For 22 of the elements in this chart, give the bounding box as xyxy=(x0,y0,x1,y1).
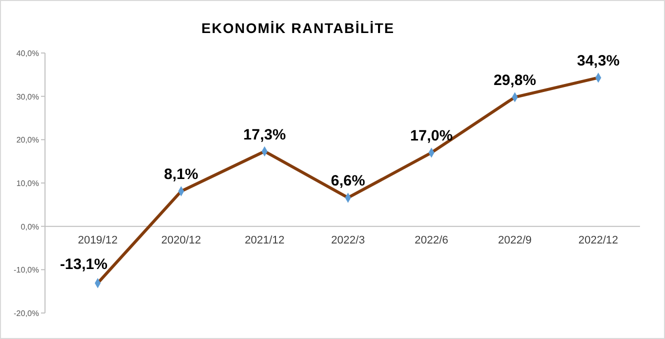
data-label: 34,3% xyxy=(577,52,620,70)
x-tick-label: 2019/12 xyxy=(78,234,118,246)
x-tick-label: 2022/9 xyxy=(498,234,532,246)
x-tick-label: 2022/3 xyxy=(331,234,365,246)
y-tick-label: -10,0% xyxy=(14,266,39,275)
y-tick-label: 10,0% xyxy=(16,179,39,188)
data-label: 17,0% xyxy=(410,128,453,145)
y-tick-label: 20,0% xyxy=(16,136,39,145)
data-label: 6,6% xyxy=(330,172,366,190)
y-tick-label: 40,0% xyxy=(16,49,39,58)
y-tick-label: -20,0% xyxy=(14,309,39,318)
data-label: 8,1% xyxy=(164,166,198,184)
chart-title: EKONOMİK RANTABİLİTE xyxy=(201,20,395,36)
x-tick-label: 2020/12 xyxy=(161,234,202,246)
x-tick-label: 2022/12 xyxy=(578,234,618,246)
x-tick-label: 2022/6 xyxy=(414,234,448,246)
data-label: 29,8% xyxy=(494,72,536,90)
y-tick-label: 0,0% xyxy=(20,222,39,232)
data-label: 17,3% xyxy=(243,126,286,144)
data-label: -13,1% xyxy=(60,256,108,274)
y-tick-label: 30,0% xyxy=(16,92,39,102)
x-tick-label: 2021/12 xyxy=(244,234,284,246)
